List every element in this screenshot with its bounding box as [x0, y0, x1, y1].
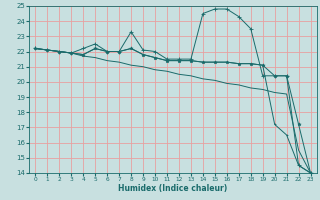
X-axis label: Humidex (Indice chaleur): Humidex (Indice chaleur) — [118, 184, 228, 193]
